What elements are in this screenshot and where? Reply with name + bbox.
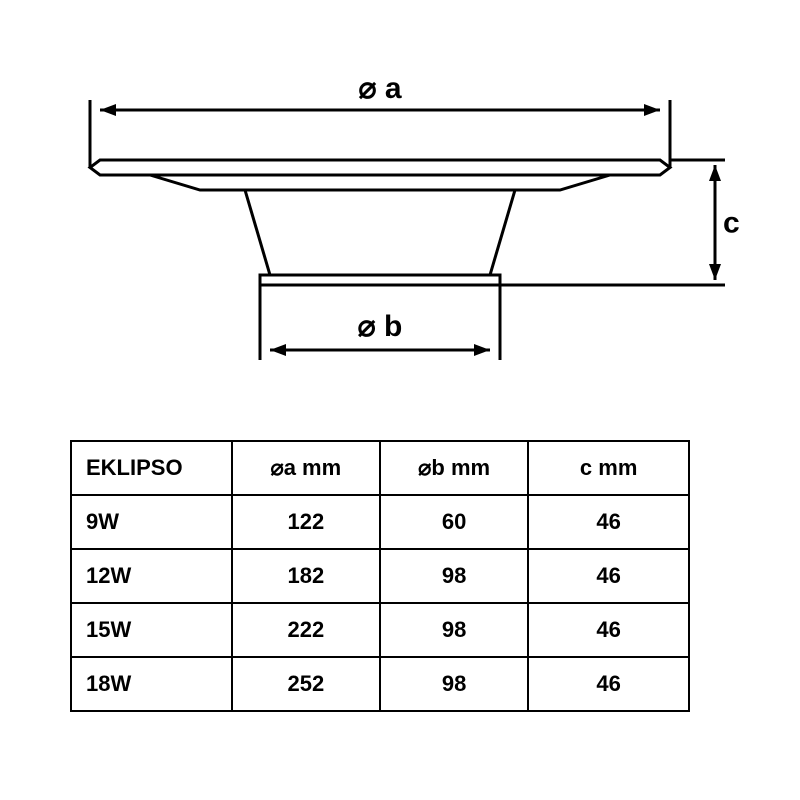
table-row: 18W2529846 xyxy=(71,657,689,711)
table-cell: 182 xyxy=(232,549,380,603)
table-cell: 122 xyxy=(232,495,380,549)
col-header: c mm xyxy=(528,441,689,495)
col-header: ⌀b mm xyxy=(380,441,528,495)
table-cell: 15W xyxy=(71,603,232,657)
table-cell: 46 xyxy=(528,603,689,657)
col-header: ⌀a mm xyxy=(232,441,380,495)
svg-text:⌀ a: ⌀ a xyxy=(358,72,401,105)
table-cell: 12W xyxy=(71,549,232,603)
table-cell: 98 xyxy=(380,603,528,657)
table-cell: 9W xyxy=(71,495,232,549)
diagram-svg: ⌀ a ⌀ b c xyxy=(60,60,740,390)
table-header-row: EKLIPSO⌀a mm⌀b mmc mm xyxy=(71,441,689,495)
table-cell: 46 xyxy=(528,549,689,603)
table-cell: 46 xyxy=(528,657,689,711)
svg-text:c: c xyxy=(723,207,740,240)
spec-table: EKLIPSO⌀a mm⌀b mmc mm 9W122604612W182984… xyxy=(70,440,690,712)
table-row: 9W1226046 xyxy=(71,495,689,549)
table-cell: 60 xyxy=(380,495,528,549)
table-row: 15W2229846 xyxy=(71,603,689,657)
table-row: 12W1829846 xyxy=(71,549,689,603)
table-cell: 252 xyxy=(232,657,380,711)
table-cell: 46 xyxy=(528,495,689,549)
table-cell: 222 xyxy=(232,603,380,657)
table-cell: 98 xyxy=(380,549,528,603)
svg-text:⌀ b: ⌀ b xyxy=(358,310,403,343)
table-cell: 18W xyxy=(71,657,232,711)
table-cell: 98 xyxy=(380,657,528,711)
dimension-diagram: ⌀ a ⌀ b c xyxy=(60,60,740,390)
col-header: EKLIPSO xyxy=(71,441,232,495)
spec-table-wrap: EKLIPSO⌀a mm⌀b mmc mm 9W122604612W182984… xyxy=(70,440,690,712)
